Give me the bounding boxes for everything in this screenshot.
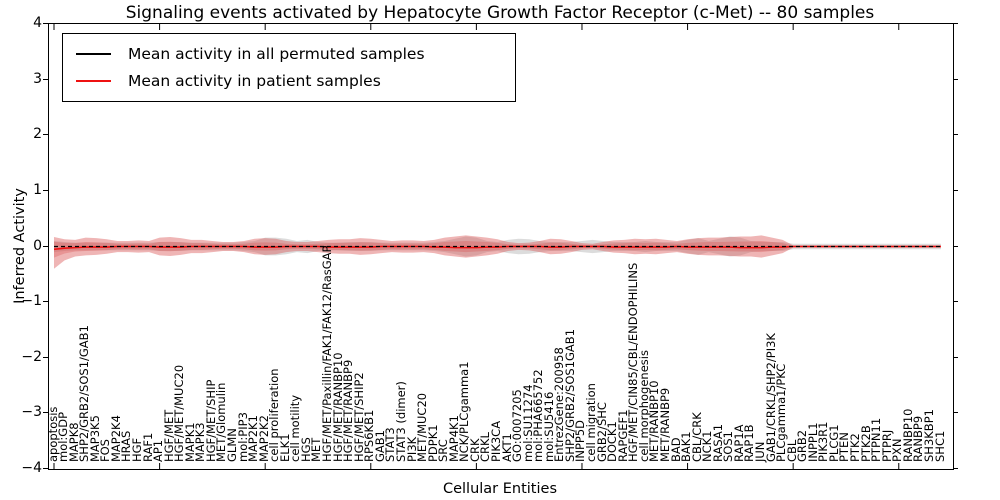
y-tick-mark bbox=[953, 245, 958, 247]
y-tick-mark bbox=[953, 356, 958, 358]
y-tick-label: 3 bbox=[33, 70, 42, 87]
y-tick-mark bbox=[43, 134, 48, 136]
y-tick-mark bbox=[953, 134, 958, 136]
y-tick-label: 0 bbox=[33, 237, 42, 254]
y-tick-label: −4 bbox=[21, 460, 42, 476]
y-tick-mark bbox=[43, 189, 48, 191]
y-tick-label: −3 bbox=[21, 404, 42, 421]
y-tick-mark bbox=[43, 356, 48, 358]
y-tick-label: 4 bbox=[33, 15, 42, 31]
y-tick-label: 1 bbox=[33, 181, 42, 198]
legend-label-patient: Mean activity in patient samples bbox=[128, 71, 381, 90]
chart-title: Signaling events activated by Hepatocyte… bbox=[125, 3, 875, 23]
x-axis-title: Cellular Entities bbox=[442, 481, 558, 497]
plot-area: Mean activity in all permuted samples Me… bbox=[48, 23, 954, 470]
y-tick-label: 2 bbox=[33, 126, 42, 143]
y-tick-mark bbox=[43, 301, 48, 303]
y-tick-mark bbox=[953, 189, 958, 191]
legend-item-permuted: Mean activity in all permuted samples bbox=[63, 40, 515, 67]
legend-item-patient: Mean activity in patient samples bbox=[63, 67, 515, 94]
y-tick-label: −2 bbox=[21, 348, 42, 365]
y-tick-mark bbox=[953, 412, 958, 414]
y-tick-mark bbox=[953, 468, 958, 469]
y-tick-mark bbox=[43, 412, 48, 414]
y-tick-mark bbox=[43, 245, 48, 247]
y-tick-label: −1 bbox=[21, 293, 42, 310]
patient-line-swatch-icon bbox=[76, 79, 111, 82]
y-tick-mark bbox=[43, 78, 48, 80]
y-tick-mark bbox=[953, 301, 958, 303]
x-tick-label: SHC1 bbox=[932, 430, 947, 462]
legend: Mean activity in all permuted samples Me… bbox=[62, 33, 516, 102]
y-tick-mark bbox=[43, 468, 48, 469]
permuted-line-swatch-icon bbox=[76, 52, 111, 55]
plot-canvas bbox=[53, 24, 941, 469]
y-tick-mark bbox=[953, 78, 958, 80]
legend-label-permuted: Mean activity in all permuted samples bbox=[128, 44, 425, 63]
patient-band-outer bbox=[54, 235, 941, 269]
patient-band-inner bbox=[54, 240, 941, 258]
y-tick-mark bbox=[43, 23, 48, 24]
y-tick-mark bbox=[953, 23, 958, 24]
